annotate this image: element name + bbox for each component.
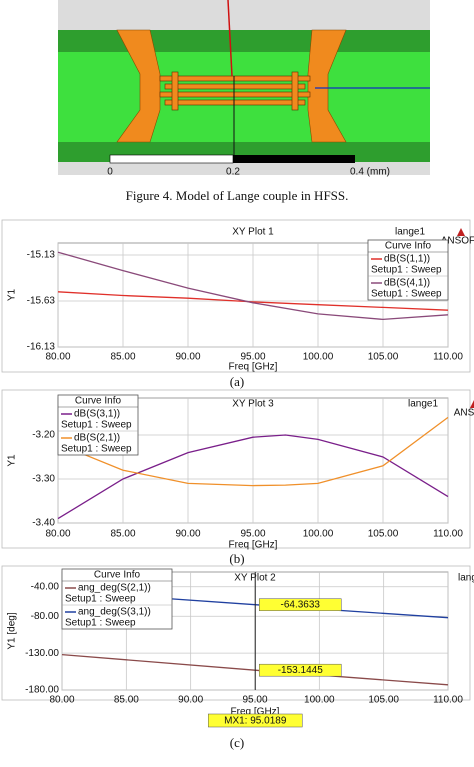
x-tick-label: 95.00 [240,529,265,540]
y-tick-label: -15.63 [27,296,56,307]
subcaption: (c) [230,735,244,750]
chart-title: XY Plot 1 [232,227,274,238]
x-tick-label: 80.00 [45,352,70,363]
x-tick-label: 100.00 [303,529,334,540]
legend-entry: dB(S(4,1)) [384,278,430,289]
y-tick-label: -3.20 [32,430,55,441]
scale-label: 0.4 (mm) [350,167,390,178]
logo: ANSOFT [441,236,474,247]
legend-title: Curve Info [385,241,432,252]
x-tick-label: 95.00 [240,352,265,363]
x-axis-label: Freq [GHz] [229,540,278,551]
legend-setup: Setup1 : Sweep [65,594,136,605]
hfss-model [58,0,430,175]
logo-icon [457,228,465,236]
y-axis-label: Y1 [7,288,18,301]
legend-entry: dB(S(3,1)) [74,409,120,420]
series-line [57,291,449,311]
x-tick-label: 80.00 [49,695,74,706]
logo-icon [470,400,474,408]
y-tick-label: -180.00 [25,685,59,696]
marker-label-box [207,713,303,728]
x-tick-label: 105.00 [368,695,399,706]
legend-entry: dB(S(2,1)) [74,433,120,444]
y-tick-label: -80.00 [31,611,60,622]
legend-entry: dB(S(1,1)) [384,254,430,265]
series-line [57,434,449,520]
chart-title: XY Plot 3 [232,399,274,410]
x-tick-label: 90.00 [175,352,200,363]
marker-value: -64.3633 [281,599,321,610]
x-tick-label: 80.00 [45,529,70,540]
x-tick-label: 95.00 [242,695,267,706]
y-tick-label: -3.30 [32,474,55,485]
marker-value-box [258,663,342,677]
corner-label: lange1 [395,227,425,238]
legend-entry: ang_deg(S(2,1)) [78,583,151,594]
subcaption: (b) [229,551,244,566]
legend-setup: Setup1 : Sweep [65,618,136,629]
chart-panel [1,219,471,373]
chart-panel [1,565,471,701]
legend-entry: ang_deg(S(3,1)) [78,607,151,618]
figure-caption: Figure 4. Model of Lange couple in HFSS. [126,188,349,203]
marker-value: -153.1445 [278,665,323,676]
x-tick-label: 110.00 [433,695,463,706]
legend-setup: Setup1 : Sweep [61,444,132,455]
legend-title: Curve Info [94,570,141,581]
y-tick-label: -16.13 [27,342,56,353]
x-tick-label: 85.00 [114,695,139,706]
x-tick-label: 110.00 [433,352,463,363]
y-axis-label: Y1 [7,454,18,467]
subcaption: (a) [230,374,244,389]
y-axis-label: Y1 [deg] [7,612,18,649]
legend-box [61,568,173,630]
x-tick-label: 110.00 [433,529,463,540]
x-tick-label: 85.00 [110,529,135,540]
x-axis-label: Freq [GHz] [229,362,278,373]
x-tick-label: 105.00 [368,529,399,540]
legend-title: Curve Info [75,396,122,407]
series-line [57,251,449,321]
legend-box [367,239,449,301]
x-axis-label: Freq [GHz] [231,707,280,718]
scale-label: 0 [107,167,113,178]
legend-setup: Setup1 : Sweep [371,265,442,276]
chart-panel [1,389,471,549]
legend-box [57,394,139,456]
x-tick-label: 90.00 [175,529,200,540]
corner-label: lang [458,573,474,584]
x-tick-label: 105.00 [368,352,399,363]
x-tick-label: 85.00 [110,352,135,363]
y-tick-label: -3.40 [32,518,55,529]
legend-setup: Setup1 : Sweep [371,289,442,300]
x-tick-label: 90.00 [178,695,203,706]
x-tick-label: 100.00 [303,352,334,363]
y-tick-label: -40.00 [31,581,60,592]
y-tick-label: -15.13 [27,250,56,261]
marker-value-box [258,598,342,611]
y-tick-label: -130.00 [25,648,59,659]
scale-label: 0.2 [226,167,240,178]
series-line [57,416,449,487]
logo: ANSOFT [454,408,474,419]
x-tick-label: 100.00 [304,695,335,706]
legend-setup: Setup1 : Sweep [61,420,132,431]
corner-label: lange1 [408,399,438,410]
marker-label: MX1: 95.0189 [224,716,287,727]
